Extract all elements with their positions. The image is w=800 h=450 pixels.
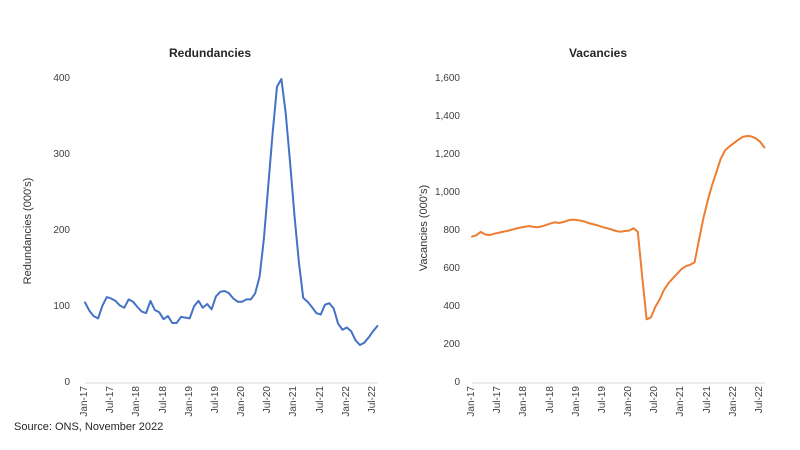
x-tick-label: Jul-19 (596, 386, 608, 414)
y-tick-label: 300 (53, 149, 70, 160)
x-tick-label: Jan-20 (623, 386, 635, 417)
y-tick-label: 1,000 (434, 187, 460, 198)
y-tick-label: 100 (53, 301, 70, 312)
x-tick-label: Jan-22 (727, 386, 739, 417)
x-tick-label: Jul-22 (753, 386, 765, 414)
chart-title: Redundancies (168, 46, 252, 60)
chart-title: Vacancies (568, 46, 628, 60)
x-tick-label: Jan-21 (675, 386, 687, 417)
x-tick-label: Jul-18 (544, 386, 556, 414)
y-tick-label: 1,400 (434, 111, 460, 122)
x-tick-label: Jan-18 (518, 386, 530, 417)
plot-area (471, 135, 766, 384)
y-tick-label: 1,200 (434, 149, 460, 160)
x-tick-label: Jul-17 (492, 386, 504, 414)
y-tick-label: 200 (443, 339, 460, 350)
line-series (471, 135, 766, 321)
y-tick-label: 0 (64, 377, 70, 388)
x-tick-label: Jan-19 (570, 386, 582, 417)
plot-area (84, 78, 379, 384)
x-tick-label: Jul-20 (649, 386, 661, 414)
y-tick-label: 400 (53, 73, 70, 84)
y-tick-label: 400 (443, 301, 460, 312)
y-tick-label: 800 (443, 225, 460, 236)
y-tick-label: 0 (454, 377, 460, 388)
x-tick-label: Jul-21 (701, 386, 713, 414)
line-series (84, 78, 379, 346)
y-tick-label: 600 (443, 263, 460, 274)
x-tick-label: Jan-17 (466, 386, 477, 417)
source-note: Source: ONS, November 2022 (14, 421, 164, 433)
y-tick-label: 1,600 (434, 73, 460, 84)
y-tick-label: 200 (53, 225, 70, 236)
